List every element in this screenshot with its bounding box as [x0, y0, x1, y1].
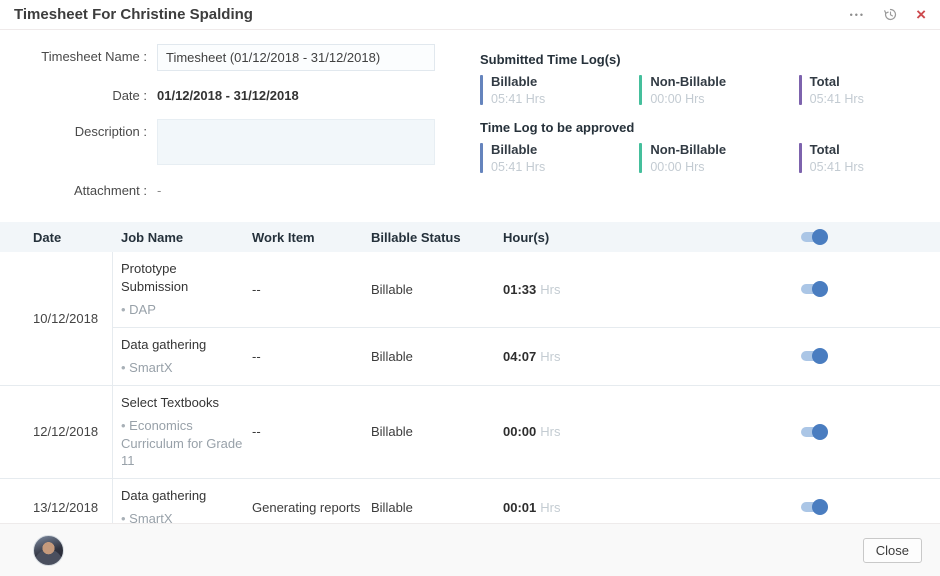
project-name: SmartX [121, 359, 244, 377]
billable-status: Billable [371, 348, 413, 364]
hours-unit: Hrs [540, 424, 561, 440]
work-item: -- [252, 348, 261, 364]
row-toggle[interactable] [801, 348, 828, 365]
submitted-heading: Submitted Time Log(s) [480, 52, 621, 67]
hours-unit: Hrs [540, 281, 561, 297]
billable-color-bar [480, 75, 483, 105]
bottom-bar: Close [0, 523, 940, 576]
non-billable-color-bar [639, 142, 643, 173]
description-label: Description : [74, 124, 147, 139]
submitted-billable-stat: Billable 05:41 Hrs [480, 74, 639, 106]
total-color-bar [798, 142, 802, 173]
date-label: Date : [112, 88, 147, 103]
table-row: Select Textbooks Economics Curriculum fo… [113, 386, 940, 478]
table-group: 12/12/2018 Select Textbooks Economics Cu… [0, 385, 940, 479]
hours-value: 04:07 [503, 348, 537, 364]
non-billable-color-bar [639, 75, 643, 105]
project-name: SmartX [121, 510, 244, 528]
hours-value: 00:01 [503, 499, 537, 515]
job-name: Prototype Submission [121, 261, 189, 294]
job-name: Data gathering [121, 336, 207, 352]
stat-label: Total [809, 74, 840, 89]
close-button[interactable]: Close [862, 537, 922, 563]
stat-label: Total [809, 141, 840, 157]
select-all-toggle[interactable] [801, 228, 828, 245]
timesheet-details: Timesheet Name : Date : 01/12/2018 - 31/… [0, 30, 940, 222]
stat-label: Billable [491, 141, 538, 157]
approve-total-stat: Total 05:41 Hrs [798, 141, 940, 174]
date-range-value: 01/12/2018 - 31/12/2018 [157, 88, 299, 103]
billable-status: Billable [371, 499, 413, 515]
title-actions: ••• × [850, 6, 926, 23]
approve-billable-stat: Billable 05:41 Hrs [480, 141, 639, 174]
submitted-time-logs-section: Submitted Time Log(s) Billable 05:41 Hrs… [480, 52, 940, 106]
time-log-summary: Submitted Time Log(s) Billable 05:41 Hrs… [480, 52, 940, 188]
time-log-table: Date Job Name Work Item Billable Status … [0, 222, 940, 574]
row-toggle[interactable] [801, 281, 828, 298]
description-textarea[interactable] [157, 119, 435, 165]
table-row: Data gathering SmartX Generating reports… [113, 479, 940, 536]
close-icon[interactable]: × [916, 5, 926, 24]
group-date: 10/12/2018 [0, 252, 113, 385]
billable-status: Billable [371, 281, 413, 297]
stat-value: 05:41 Hrs [809, 91, 864, 106]
timesheet-form: Timesheet Name : Date : 01/12/2018 - 31/… [0, 30, 470, 198]
table-header-row: Date Job Name Work Item Billable Status … [0, 222, 940, 252]
history-icon[interactable] [883, 7, 898, 22]
col-header-hours: Hour(s) [503, 229, 550, 245]
project-name: Economics Curriculum for Grade 11 [121, 417, 244, 470]
billable-color-bar [480, 142, 483, 173]
stat-value: 05:41 Hrs [491, 91, 546, 106]
row-toggle[interactable] [801, 499, 828, 516]
attachment-value: - [157, 183, 162, 198]
hours-unit: Hrs [540, 499, 561, 515]
submitted-non-billable-stat: Non-Billable 00:00 Hrs [639, 74, 798, 106]
stat-value: 05:41 Hrs [491, 159, 546, 174]
more-options-icon[interactable]: ••• [849, 9, 866, 20]
to-approve-heading: Time Log to be approved [480, 119, 635, 135]
col-header-job-name: Job Name [121, 229, 184, 245]
timesheet-name-input[interactable] [157, 44, 435, 71]
col-header-date: Date [33, 229, 62, 245]
submitted-total-stat: Total 05:41 Hrs [798, 74, 940, 106]
stat-value: 05:41 Hrs [809, 159, 864, 174]
billable-status: Billable [371, 424, 413, 440]
job-name: Select Textbooks [121, 394, 220, 410]
row-toggle[interactable] [801, 423, 828, 440]
stat-label: Billable [491, 74, 538, 89]
job-name: Data gathering [121, 487, 207, 503]
time-log-to-approve-section: Time Log to be approved Billable 05:41 H… [480, 120, 940, 174]
work-item: -- [252, 424, 261, 440]
table-row: Prototype Submission DAP -- Billable 01:… [113, 252, 940, 327]
table-group: 13/12/2018 Data gathering SmartX Generat… [0, 478, 940, 538]
timesheet-name-label: Timesheet Name : [41, 49, 147, 64]
total-color-bar [798, 75, 802, 105]
table-group: 10/12/2018 Prototype Submission DAP -- B… [0, 252, 940, 386]
stat-value: 00:00 Hrs [650, 91, 705, 106]
work-item: -- [252, 281, 261, 297]
group-date: 13/12/2018 [0, 478, 113, 537]
user-avatar [33, 534, 64, 566]
table-row: Data gathering SmartX -- Billable 04:07H… [113, 326, 940, 385]
approve-non-billable-stat: Non-Billable 00:00 Hrs [639, 141, 798, 174]
attachment-label: Attachment : [74, 183, 147, 198]
group-date: 12/12/2018 [0, 385, 113, 478]
stat-label: Non-Billable [650, 141, 727, 157]
page-title: Timesheet For Christine Spalding [14, 6, 253, 23]
col-header-work-item: Work Item [252, 229, 315, 245]
hours-value: 00:00 [503, 424, 537, 440]
title-bar: Timesheet For Christine Spalding ••• × [0, 0, 940, 30]
stat-value: 00:00 Hrs [650, 159, 705, 174]
stat-label: Non-Billable [650, 74, 727, 89]
hours-value: 01:33 [503, 281, 537, 297]
work-item: Generating reports [252, 499, 361, 515]
col-header-billable-status: Billable Status [371, 229, 461, 245]
project-name: DAP [121, 301, 244, 319]
hours-unit: Hrs [540, 348, 561, 364]
